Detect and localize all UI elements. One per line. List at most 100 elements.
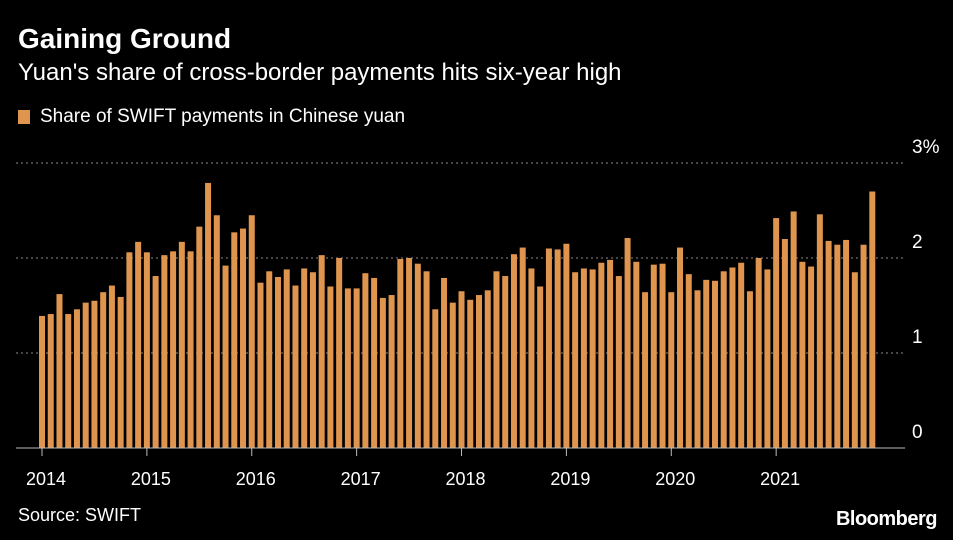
bar [773, 218, 780, 448]
bar [624, 238, 631, 448]
bar [703, 279, 710, 448]
bar [108, 285, 115, 448]
bar [170, 251, 177, 448]
bar [406, 258, 413, 448]
bar [274, 277, 281, 448]
bar [528, 268, 535, 448]
y-tick-label: 1 [912, 327, 923, 348]
bar [100, 292, 107, 448]
bar [91, 300, 98, 448]
source-note: Source: SWIFT [18, 505, 142, 525]
bar [790, 211, 797, 448]
bar [545, 248, 552, 448]
bar [510, 254, 517, 448]
bar [825, 240, 832, 448]
bar [73, 309, 80, 448]
bar [746, 291, 753, 448]
bar [615, 276, 622, 448]
bars [39, 182, 876, 448]
x-tick-label: 2014 [26, 469, 66, 489]
y-tick-label: 0 [912, 422, 923, 443]
bar [580, 268, 587, 448]
bar [266, 271, 273, 448]
y-tick-labels: 0 1 2 3% [912, 137, 940, 443]
bar [869, 191, 876, 448]
bar [851, 272, 858, 448]
bar [738, 262, 745, 448]
x-tick-label: 2017 [341, 469, 381, 489]
bar [257, 282, 264, 448]
bar [659, 263, 666, 448]
bar [467, 299, 474, 448]
bar [729, 267, 736, 448]
bar [799, 261, 806, 448]
bar [519, 247, 526, 448]
bar [502, 276, 509, 448]
bar [458, 291, 465, 448]
bar [371, 277, 378, 448]
bar [441, 277, 448, 448]
bar [572, 272, 579, 448]
bar [711, 280, 718, 448]
bar [860, 244, 867, 448]
bar [126, 252, 133, 448]
chart-title: Gaining Ground [18, 23, 232, 54]
y-tick-label: 3% [912, 137, 940, 158]
bar [484, 290, 491, 448]
bar [642, 292, 649, 448]
bar [231, 232, 238, 448]
x-tick-label: 2018 [445, 469, 485, 489]
x-tick-label: 2021 [760, 469, 800, 489]
bar [327, 286, 334, 448]
bar [205, 182, 212, 448]
bar [213, 215, 220, 448]
bar [808, 266, 815, 448]
bar [318, 255, 325, 448]
bar [449, 302, 456, 448]
bar [432, 309, 439, 448]
bar [668, 292, 675, 448]
y-tick-label: 2 [912, 232, 923, 253]
bar [598, 262, 605, 448]
bar [196, 226, 203, 448]
bar [720, 271, 727, 448]
bar [685, 274, 692, 448]
bar [161, 255, 168, 448]
bar [187, 251, 194, 448]
bar [694, 290, 701, 448]
bar [843, 239, 850, 448]
bar [764, 269, 771, 448]
bar [39, 315, 45, 448]
bar [563, 243, 570, 448]
bar [143, 252, 150, 448]
bar [344, 288, 351, 448]
bar [816, 214, 823, 448]
bloomberg-logo: Bloomberg [835, 508, 938, 530]
bar [755, 258, 762, 448]
bar [309, 272, 316, 448]
bar [283, 269, 290, 448]
bar [222, 265, 229, 448]
bar [476, 295, 482, 448]
bar [388, 295, 395, 448]
bar [56, 294, 63, 448]
bar [353, 288, 360, 448]
bar [178, 241, 185, 448]
bar [537, 286, 544, 448]
bar [301, 268, 308, 448]
x-ticks: 2014 2015 2016 2017 2018 2019 2020 2021 [26, 448, 800, 489]
bar [362, 273, 369, 448]
bar [414, 263, 421, 448]
x-tick-label: 2016 [236, 469, 276, 489]
x-tick-label: 2015 [131, 469, 171, 489]
bar [82, 302, 89, 448]
bar [493, 271, 500, 448]
bar [135, 241, 142, 448]
bar [554, 249, 561, 448]
bar [336, 258, 343, 448]
bar [379, 297, 386, 448]
x-tick-label: 2019 [550, 469, 590, 489]
x-tick-label: 2020 [655, 469, 695, 489]
bar [589, 269, 596, 448]
bar [633, 261, 640, 448]
